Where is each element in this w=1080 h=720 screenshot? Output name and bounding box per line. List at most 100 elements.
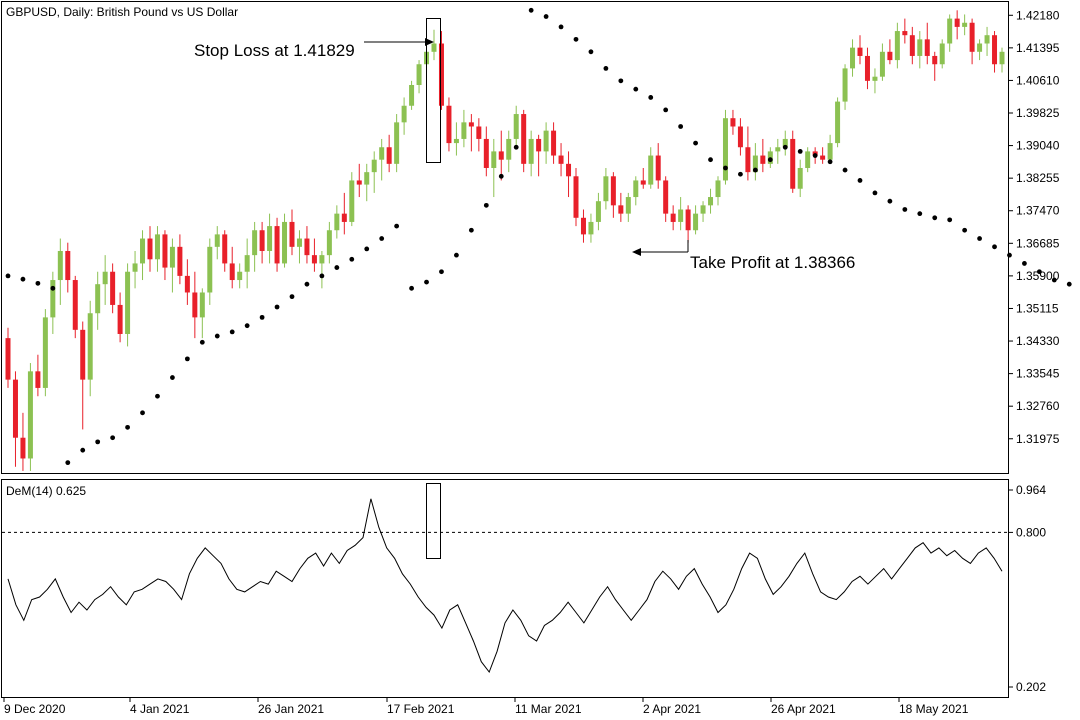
date-tick-label: 17 Feb 2021	[387, 702, 455, 716]
sar-dot	[483, 202, 489, 208]
sar-dot	[872, 190, 878, 196]
take-profit-arrowhead	[632, 248, 641, 256]
bull-candle	[842, 68, 848, 102]
bull-candle	[140, 238, 146, 264]
bull-candle	[506, 138, 512, 160]
sar-dot	[782, 144, 788, 150]
bull-candle	[431, 43, 437, 52]
bear-candle	[341, 213, 347, 222]
bull-candle	[252, 230, 258, 256]
sar-dot	[1022, 261, 1027, 266]
sar-dot	[110, 435, 116, 441]
sar-dot	[767, 157, 773, 163]
sar-dot	[812, 153, 818, 158]
sar-dot	[693, 140, 698, 146]
price-tick-label: 1.34330	[1016, 334, 1060, 348]
bull-candle	[267, 226, 273, 251]
bear-candle	[20, 437, 26, 459]
bull-candle	[296, 238, 302, 247]
bull-candle	[379, 147, 385, 160]
bear-candle	[655, 155, 661, 181]
sar-dot	[648, 95, 654, 100]
sar-dot	[1051, 277, 1057, 283]
bear-candle	[177, 246, 183, 276]
price-axis: 1.42180 1.41395 1.40610 1.39825 1.39040 1.382…	[1008, 8, 1060, 446]
bear-candle	[192, 292, 198, 318]
sar-dot	[155, 393, 160, 399]
sar-dot	[1036, 269, 1042, 275]
sar-dot	[125, 424, 130, 430]
bull-candle	[894, 31, 900, 61]
sar-dot	[349, 256, 355, 262]
sar-dot	[468, 227, 474, 233]
bear-candle	[476, 126, 482, 139]
date-tick-label: 26 Apr 2021	[771, 702, 836, 716]
bear-candle	[670, 213, 676, 222]
price-tick-label: 1.36685	[1016, 236, 1060, 250]
bull-candle	[693, 213, 699, 231]
bear-candle	[573, 176, 579, 218]
bear-candle	[386, 147, 392, 164]
bear-candle	[760, 155, 766, 164]
chart-title: GBPUSD, Daily: British Pound vs US Dolla…	[6, 5, 238, 19]
bear-candle	[887, 51, 893, 61]
bear-candle	[483, 138, 489, 168]
sar-dot	[304, 281, 310, 287]
bear-candle	[864, 55, 870, 81]
sar-dot	[409, 285, 414, 291]
bull-candle	[42, 317, 48, 388]
bull-candle	[797, 167, 803, 189]
bear-candle	[610, 176, 616, 206]
bull-candle	[722, 118, 728, 181]
bull-candle	[715, 180, 721, 198]
bull-candle	[326, 230, 332, 256]
bear-candle	[80, 329, 86, 380]
bull-candle	[678, 209, 684, 222]
bear-candle	[969, 22, 975, 52]
sar-dot	[558, 24, 564, 30]
bear-candle	[558, 155, 564, 164]
bull-candle	[603, 176, 609, 202]
price-panel-frame	[1, 1, 1009, 474]
sar-dot	[857, 178, 863, 183]
sar-dot	[274, 304, 280, 310]
bull-candle	[850, 47, 856, 69]
price-tick-label: 1.39825	[1016, 106, 1060, 120]
bear-candle	[640, 180, 646, 185]
bear-candle	[954, 18, 960, 27]
sar-dot	[319, 273, 325, 279]
candlestick-series	[5, 10, 1005, 471]
bear-candle	[117, 304, 123, 334]
bull-candle	[752, 155, 758, 173]
sar-dot	[723, 165, 728, 171]
date-tick-label: 18 May 2021	[899, 702, 969, 716]
sar-dot	[962, 227, 968, 233]
bull-candle	[319, 255, 325, 264]
bear-candle	[446, 105, 452, 144]
bear-candle	[521, 114, 527, 164]
indicator-axis: 0.964 0.800 0.202	[2, 483, 1046, 694]
bull-candle	[999, 51, 1005, 65]
bear-candle	[745, 147, 751, 173]
bull-candle	[57, 250, 63, 281]
date-tick-label: 4 Jan 2021	[130, 702, 190, 716]
sar-dot	[797, 148, 803, 154]
sar-dot	[454, 252, 459, 258]
date-axis: 9 Dec 2020 4 Jan 2021 26 Jan 2021 17 Feb 20…	[3, 697, 969, 716]
bull-candle	[394, 122, 400, 164]
sar-dot	[65, 460, 71, 466]
bear-candle	[932, 55, 938, 65]
sar-dot	[35, 280, 41, 286]
price-tick-label: 1.38255	[1016, 171, 1060, 185]
bull-candle	[364, 172, 370, 185]
indicator-title: DeM(14) 0.625	[6, 484, 86, 498]
indicator-tick-label: 0.800	[1016, 525, 1046, 539]
stop-loss-annotation: Stop Loss at 1.41829	[194, 18, 441, 163]
bull-candle	[962, 22, 968, 27]
bull-candle	[648, 155, 654, 185]
sar-dot	[184, 356, 190, 362]
sar-dot	[678, 124, 684, 129]
bear-candle	[790, 138, 796, 189]
bear-candle	[274, 226, 280, 264]
bull-candle	[633, 180, 639, 198]
